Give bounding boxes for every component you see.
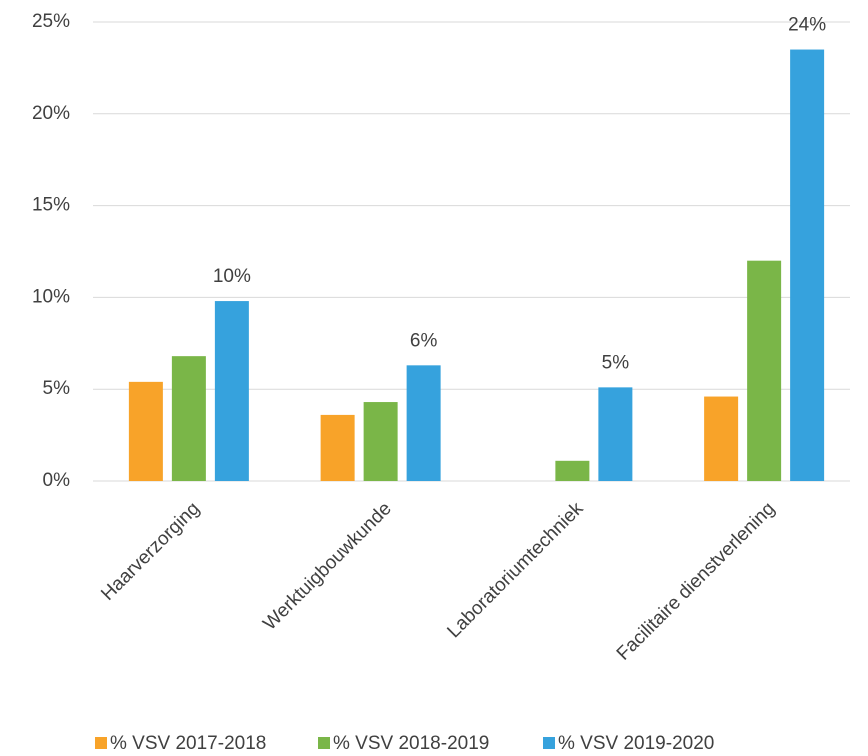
x-tick-label: Facilitaire dienstverlening — [613, 498, 779, 664]
legend-label: % VSV 2019-2020 — [558, 733, 714, 754]
bar — [320, 414, 355, 481]
bar — [598, 387, 633, 481]
data-label: 5% — [602, 352, 630, 373]
bar — [747, 260, 782, 481]
y-tick-label: 15% — [32, 195, 70, 216]
y-tick-label: 5% — [43, 378, 71, 399]
y-tick-label: 10% — [32, 286, 70, 307]
bar — [363, 402, 398, 481]
data-label: 10% — [213, 266, 251, 287]
data-label: 24% — [788, 15, 826, 36]
x-tick-label: Werktuigbouwkunde — [259, 498, 395, 634]
y-tick-label: 20% — [32, 103, 70, 124]
bar — [555, 460, 590, 481]
legend-label: % VSV 2017-2018 — [110, 733, 266, 754]
legend-label: % VSV 2018-2019 — [333, 733, 489, 754]
bar — [214, 301, 249, 481]
bar — [128, 381, 163, 481]
legend-swatch — [318, 737, 330, 749]
bar — [406, 365, 441, 481]
bar — [171, 356, 206, 481]
bar — [704, 396, 739, 481]
x-tick-label: Laboratoriumtechniek — [443, 498, 587, 642]
data-label: 6% — [410, 330, 438, 351]
legend-swatch — [95, 737, 107, 749]
legend-swatch — [543, 737, 555, 749]
y-tick-label: 25% — [32, 11, 70, 32]
x-tick-label: Haarverzorging — [97, 498, 204, 605]
bar — [790, 49, 825, 481]
y-tick-label: 0% — [43, 470, 71, 491]
